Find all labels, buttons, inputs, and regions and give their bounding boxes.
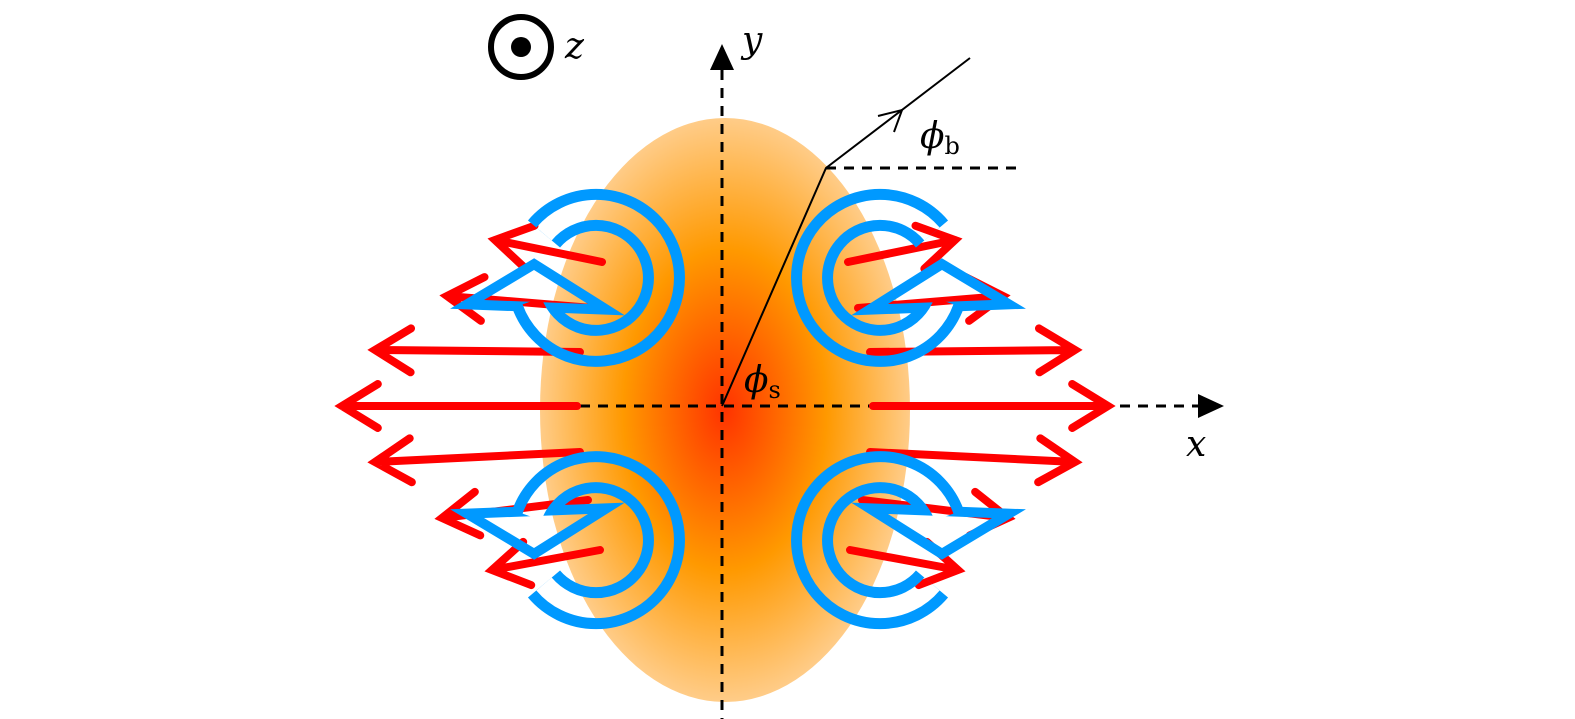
phi-b-label: ϕb: [920, 116, 960, 160]
y-axis-label: y: [740, 20, 763, 61]
z-axis-label: z: [564, 26, 585, 67]
phi-s-symbol: ϕ: [744, 360, 769, 401]
phi-s-label: ϕs: [744, 360, 781, 404]
phi-b-subscript: b: [945, 132, 960, 160]
z-out-of-plane-dot: [511, 37, 531, 57]
phi-s-subscript: s: [769, 376, 781, 404]
x-axis-label: x: [1186, 424, 1206, 465]
z-out-of-plane-icon: [488, 14, 554, 80]
phi-b-symbol: ϕ: [920, 116, 945, 157]
